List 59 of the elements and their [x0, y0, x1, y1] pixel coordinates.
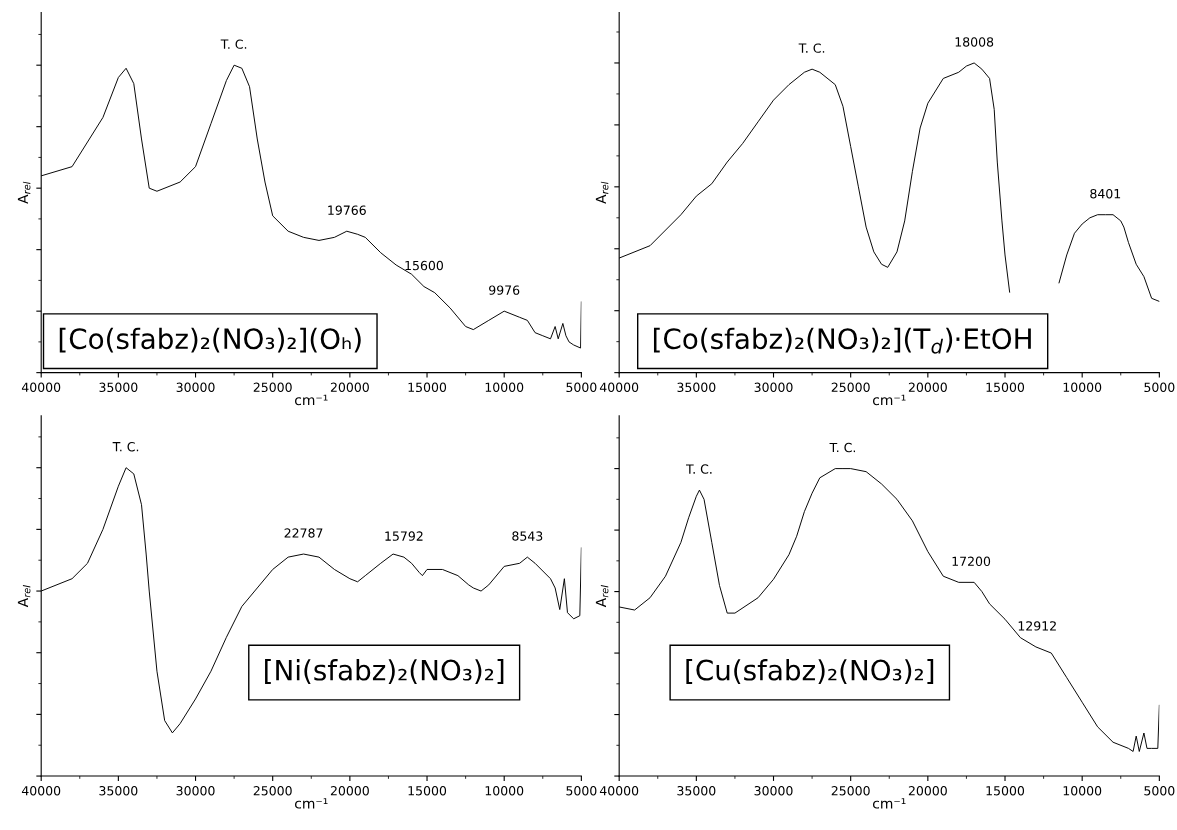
x-tick-label: 15000	[986, 785, 1025, 796]
y-axis-title: A$_{rel}$	[17, 585, 31, 608]
x-tick-label: 25000	[831, 785, 870, 796]
annotation: T. C.	[220, 39, 247, 49]
x-tick-label: 30000	[754, 382, 793, 393]
annotation: T. C.	[112, 441, 139, 452]
annotation: [Cu(sfabz)₂(NO₃)₂]	[686, 659, 934, 684]
x-tick-label: 40000	[21, 785, 61, 796]
x-axis-title: cm⁻¹	[295, 798, 328, 809]
x-tick-label: 30000	[176, 382, 215, 393]
annotation: [Co(sfabz)₂(NO₃)₂](T$_{d}$)·EtOH	[653, 327, 1031, 354]
y-axis-title: A$_{rel}$	[17, 181, 31, 204]
annotation: 8401	[1090, 188, 1121, 199]
y-axis-title: A$_{rel}$	[595, 585, 609, 608]
x-tick-label: 30000	[754, 785, 793, 796]
x-tick-label: 10000	[1063, 382, 1102, 393]
x-tick-label: 35000	[677, 785, 716, 796]
x-tick-label: 10000	[485, 785, 524, 796]
x-tick-label: 10000	[1063, 785, 1102, 796]
annotation: 8543	[512, 531, 543, 541]
x-tick-label: 20000	[908, 785, 947, 796]
x-tick-label: 35000	[677, 382, 716, 393]
annotation: 15792	[385, 531, 423, 541]
x-axis-title: cm⁻¹	[295, 394, 328, 406]
annotation: 17200	[952, 556, 991, 567]
x-tick-label: 15000	[986, 382, 1025, 393]
x-tick-label: 30000	[176, 785, 215, 796]
annotation: [Co(sfabz)₂(NO₃)₂](Oₕ)	[59, 327, 361, 353]
x-tick-label: 5000	[566, 382, 597, 393]
x-tick-label: 25000	[253, 785, 292, 796]
annotation: T. C.	[829, 442, 856, 453]
annotation: 18008	[955, 37, 994, 47]
annotation: T. C.	[798, 43, 825, 53]
annotation: 15600	[405, 260, 443, 271]
x-tick-label: 20000	[330, 382, 369, 393]
x-tick-label: 40000	[599, 785, 639, 796]
x-tick-label: 25000	[831, 382, 870, 393]
x-tick-label: 20000	[330, 785, 369, 796]
x-tick-label: 25000	[253, 382, 292, 393]
x-tick-label: 40000	[21, 382, 61, 393]
x-tick-label: 40000	[599, 382, 639, 393]
annotation: 9976	[489, 285, 520, 295]
x-tick-label: 5000	[1144, 382, 1175, 393]
x-tick-label: 5000	[1144, 785, 1175, 796]
x-tick-label: 35000	[99, 785, 138, 796]
annotation: [Ni(sfabz)₂(NO₃)₂]	[265, 659, 504, 684]
x-tick-label: 15000	[408, 785, 447, 796]
x-axis-title: cm⁻¹	[872, 798, 906, 809]
x-axis-title: cm⁻¹	[872, 394, 906, 406]
annotation: T. C.	[685, 464, 712, 474]
x-tick-label: 5000	[566, 785, 597, 796]
x-tick-label: 10000	[485, 382, 524, 393]
annotation: 12912	[1018, 621, 1056, 631]
annotation: 19766	[328, 205, 366, 215]
annotation: 22787	[284, 528, 323, 538]
x-tick-label: 15000	[408, 382, 447, 393]
x-tick-label: 35000	[99, 382, 138, 393]
y-axis-title: A$_{rel}$	[595, 181, 609, 204]
x-tick-label: 20000	[908, 382, 947, 393]
